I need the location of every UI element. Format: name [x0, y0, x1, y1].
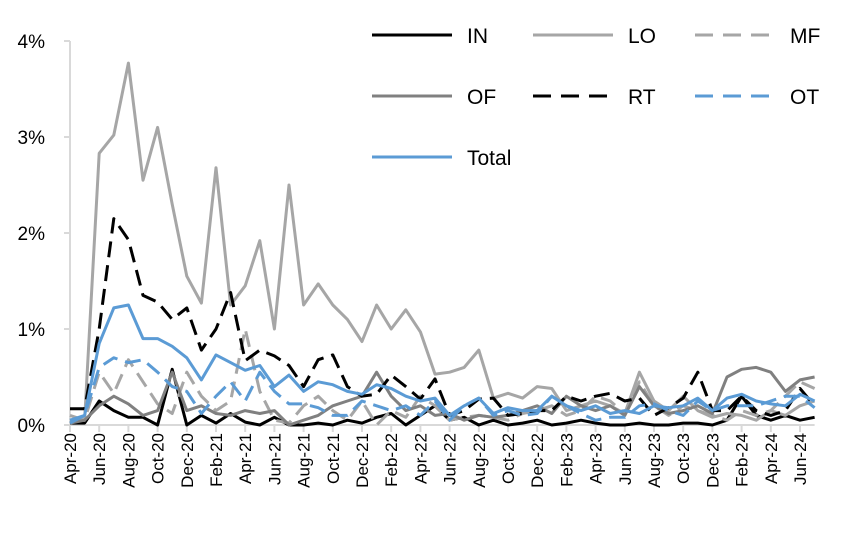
series-line-total — [69, 303, 816, 422]
x-tick-label: Dec-23 — [703, 433, 722, 488]
x-tick-label: Dec-20 — [178, 433, 197, 488]
x-tick-label: Dec-21 — [353, 433, 372, 488]
series-line-ot — [69, 356, 816, 425]
x-tick-label: Feb-24 — [733, 433, 752, 487]
x-tick-label: Apr-23 — [587, 433, 606, 484]
y-tick-label: 1% — [18, 320, 46, 341]
x-tick-label: Apr-21 — [236, 433, 255, 484]
x-tick-label: Dec-22 — [528, 433, 547, 488]
x-tick-label: Oct-22 — [499, 433, 518, 484]
x-tick-label: Oct-20 — [149, 433, 168, 484]
x-tick-label: Aug-21 — [295, 433, 314, 488]
legend-label-ot: OT — [790, 86, 819, 109]
y-tick-label: 4% — [18, 32, 46, 53]
legend-label-rt: RT — [628, 86, 656, 109]
x-tick-label: Oct-23 — [674, 433, 693, 484]
x-tick-label: Aug-20 — [119, 433, 138, 488]
x-tick-label: Feb-23 — [557, 433, 576, 487]
legend-label-total: Total — [467, 147, 511, 170]
x-tick-label: Apr-24 — [762, 433, 781, 484]
series-line-lo — [70, 61, 816, 422]
x-tick-label: Feb-21 — [207, 433, 226, 487]
x-tick-label: Apr-22 — [411, 433, 430, 484]
series-line-rt — [70, 217, 816, 417]
x-tick-label: Aug-23 — [645, 433, 664, 488]
x-tick-label: Oct-21 — [324, 433, 343, 484]
x-tick-label: Aug-22 — [470, 433, 489, 488]
x-tick-label: Jun-22 — [441, 433, 460, 485]
legend-label-in: IN — [467, 25, 488, 48]
x-tick-label: Jun-20 — [90, 433, 109, 485]
x-tick-label: Jun-21 — [265, 433, 284, 485]
x-tick-label: Jun-24 — [791, 433, 810, 485]
y-tick-label: 2% — [18, 224, 46, 245]
x-tick-label: Apr-20 — [61, 433, 80, 484]
x-tick-label: Jun-23 — [616, 433, 635, 485]
x-tick-label: Feb-22 — [382, 433, 401, 487]
y-tick-label: 0% — [18, 416, 46, 437]
legend-label-mf: MF — [790, 25, 820, 48]
series-lines — [69, 61, 816, 427]
legend: IN LO MF OF RT OT Total — [372, 25, 820, 170]
legend-label-of: OF — [467, 86, 496, 109]
legend-label-lo: LO — [628, 25, 656, 48]
y-tick-label: 3% — [18, 128, 46, 149]
x-axis: Apr-20 Jun-20 Aug-20 Oct-20 Dec-20 Feb-21 Apr-… — [61, 424, 815, 488]
series-line-of — [69, 365, 815, 427]
y-axis: 0% 1% 2% 3% 4% — [18, 32, 71, 437]
